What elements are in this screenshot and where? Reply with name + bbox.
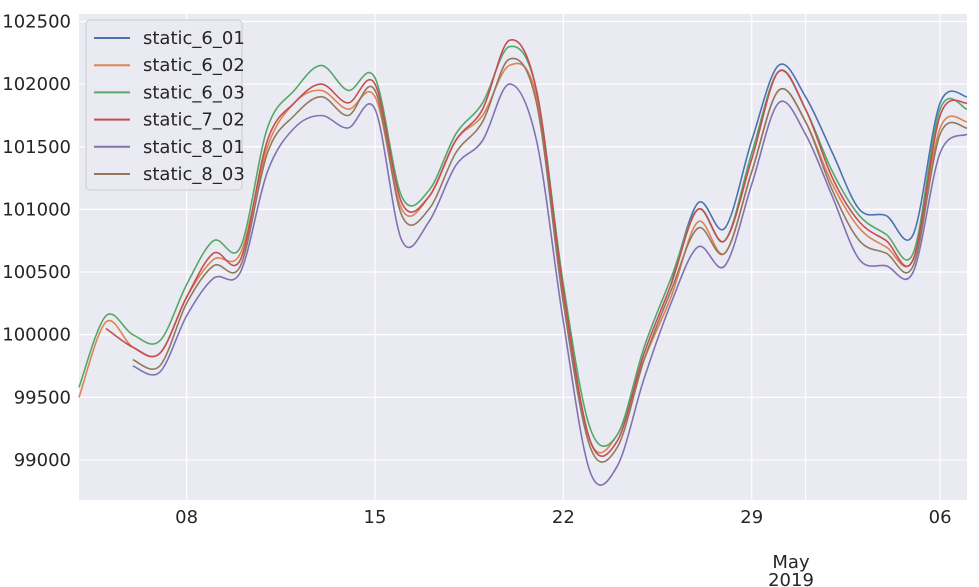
legend-label: static_6_01 xyxy=(143,28,245,49)
x-tick-label: 08 xyxy=(175,507,198,528)
y-tick-label: 99000 xyxy=(14,450,71,471)
x-tick-label: 15 xyxy=(364,507,387,528)
series-line-static_8_01 xyxy=(132,83,968,486)
x-axis-ticks: 08 15 22 29 06 xyxy=(175,507,951,528)
legend: static_6_01 static_6_02 static_6_03 static_… xyxy=(85,19,245,191)
x-month-label: May xyxy=(772,552,810,573)
x-tick-label: 06 xyxy=(929,507,952,528)
series-line-static_6_01 xyxy=(670,63,968,285)
x-tick-label: 22 xyxy=(552,507,575,528)
y-tick-label: 101500 xyxy=(2,137,71,158)
y-axis-ticks: 99000 99500 100000 100500 101000 101500 102000… xyxy=(2,12,71,471)
x-tick-label: 29 xyxy=(740,507,763,528)
legend-label: static_7_02 xyxy=(143,110,245,131)
legend-label: static_8_03 xyxy=(143,164,245,185)
y-tick-label: 99500 xyxy=(14,387,71,408)
legend-label: static_8_01 xyxy=(143,137,245,158)
y-tick-label: 100500 xyxy=(2,262,71,283)
y-tick-label: 102000 xyxy=(2,74,71,95)
series-line-static_8_03 xyxy=(132,57,968,463)
x-year-label: 2019 xyxy=(768,570,814,587)
y-tick-label: 102500 xyxy=(2,12,71,33)
y-tick-label: 100000 xyxy=(2,325,71,346)
y-tick-label: 101000 xyxy=(2,199,71,220)
series-lines xyxy=(78,39,968,486)
series-line-static_7_02 xyxy=(105,39,968,457)
legend-label: static_6_03 xyxy=(143,82,245,103)
legend-label: static_6_02 xyxy=(143,55,245,76)
